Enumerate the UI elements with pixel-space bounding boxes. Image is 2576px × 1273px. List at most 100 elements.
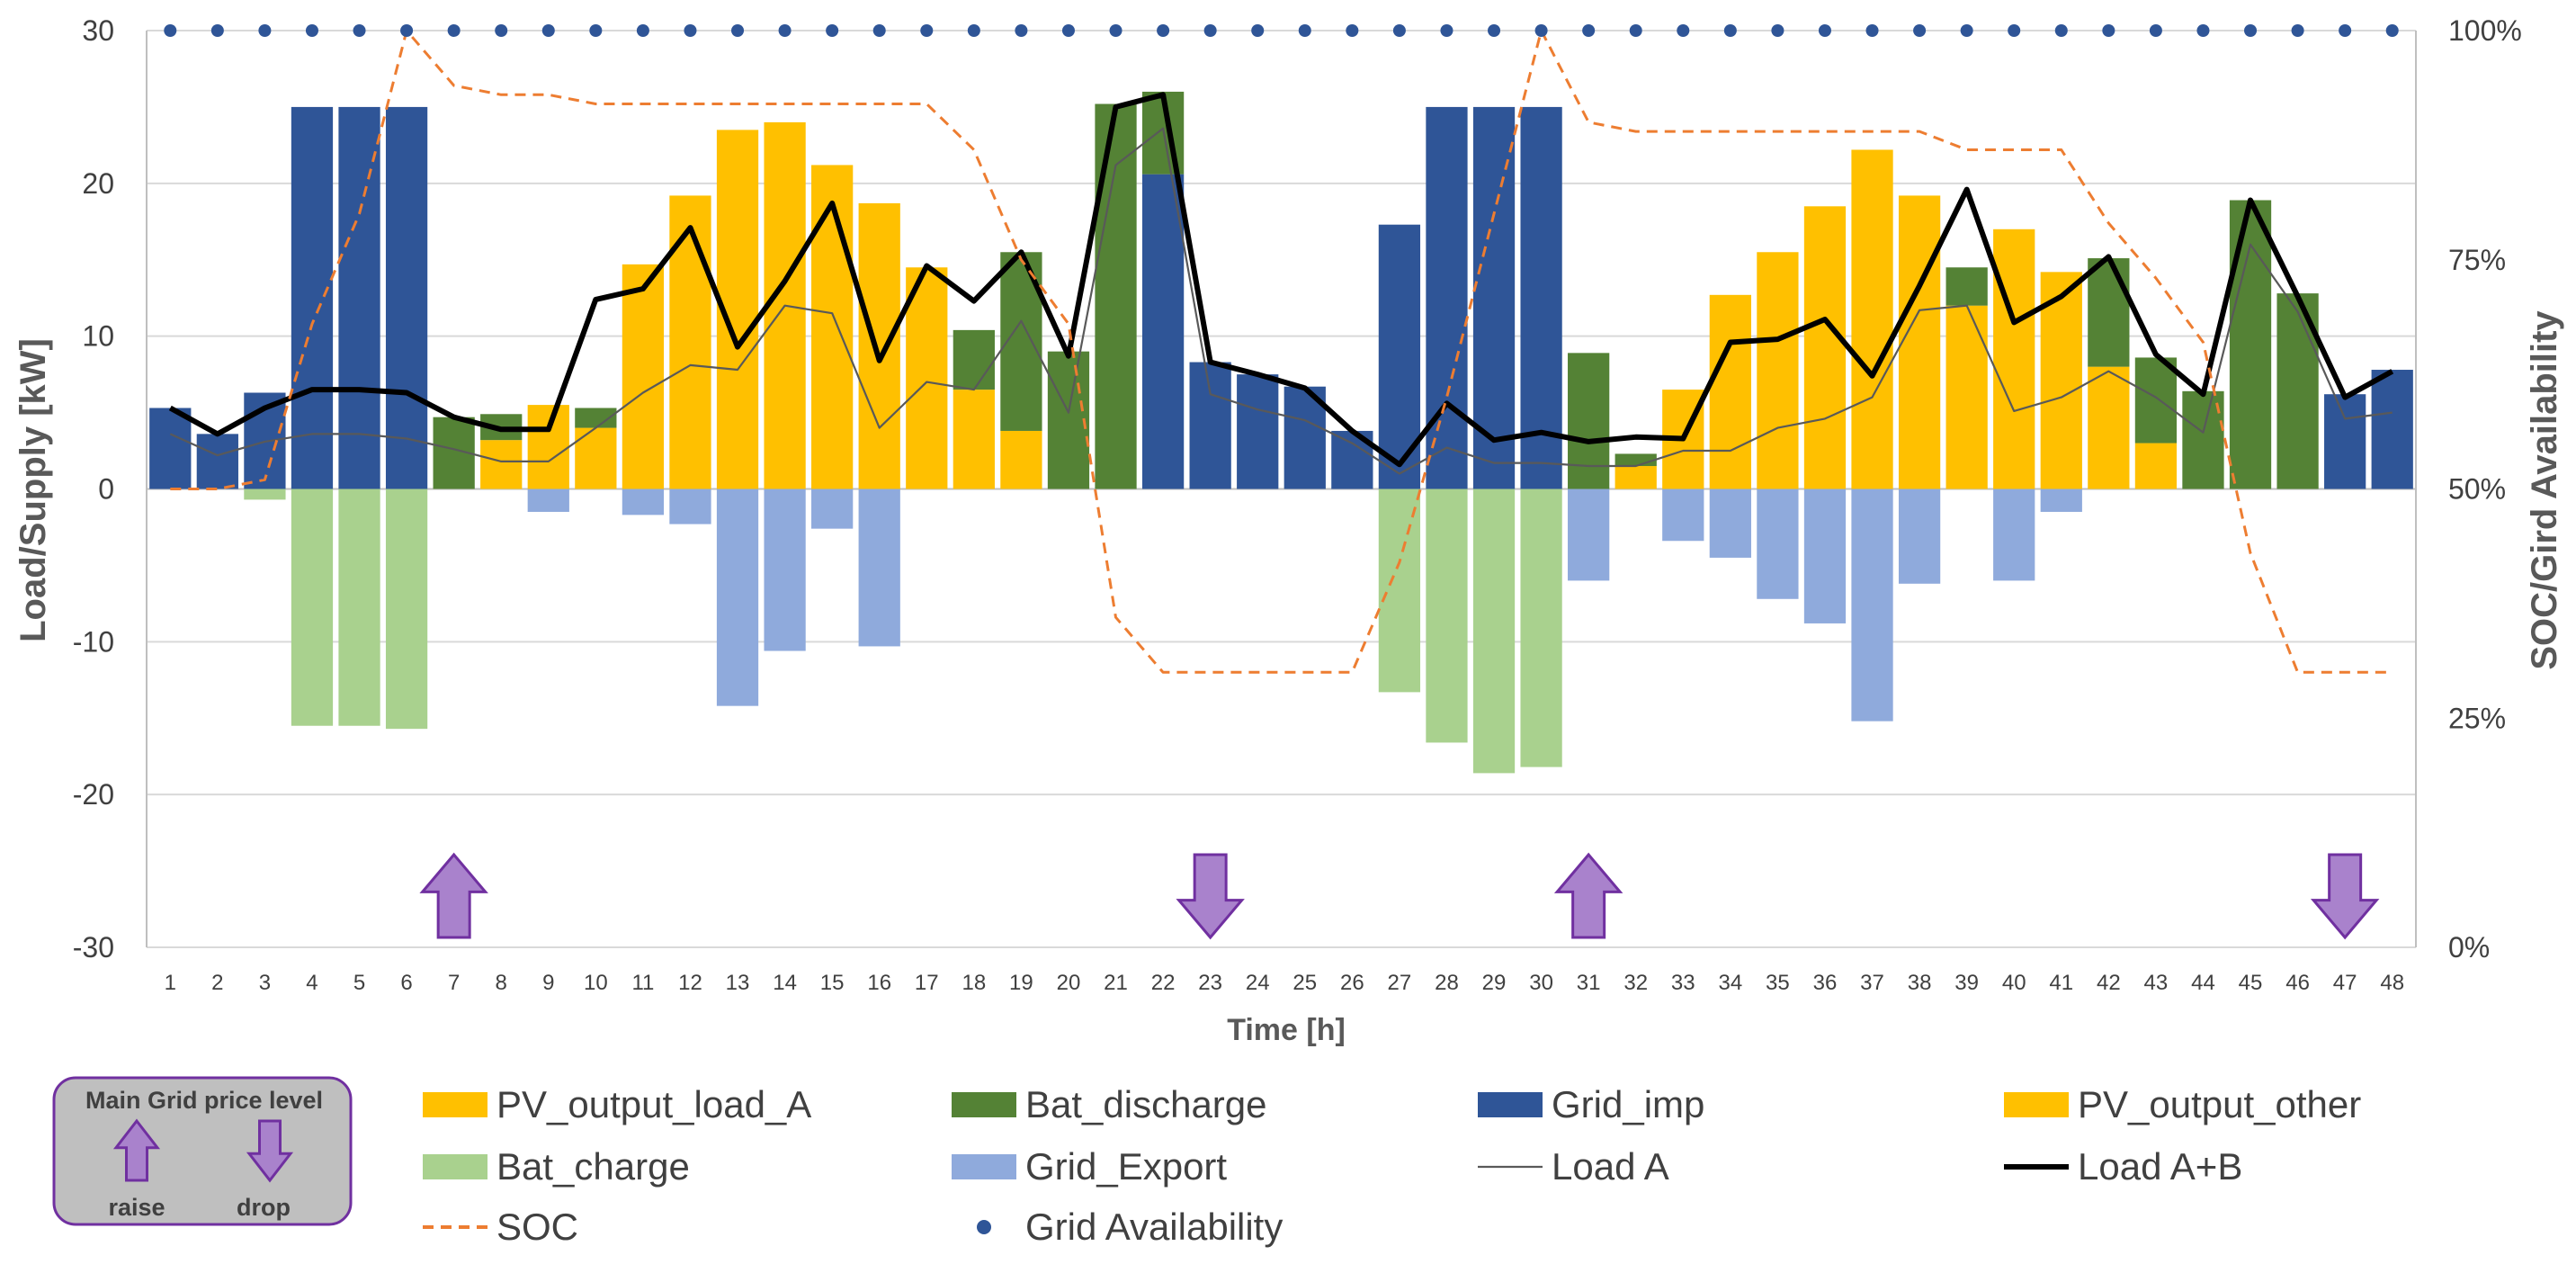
grid-availability-dot [2291, 24, 2304, 37]
x-tick-label: 10 [584, 971, 608, 995]
bar [669, 489, 711, 524]
grid-availability-dot [1818, 24, 1831, 37]
bar [1898, 195, 1941, 489]
bar [2134, 357, 2178, 444]
price-box-raise-arrow [112, 1118, 161, 1182]
x-tick-label: 18 [962, 971, 986, 995]
y2-tick-label: 25% [2448, 702, 2506, 734]
x-tick-label: 9 [542, 971, 554, 995]
bar [2229, 200, 2272, 489]
grid-availability-dot [920, 24, 934, 37]
grid-availability-dot [589, 24, 603, 37]
series-line [168, 92, 2394, 468]
x-tick-label: 1 [165, 971, 176, 995]
bar [1851, 149, 1893, 489]
bar [1047, 351, 1090, 489]
bar [1709, 489, 1751, 558]
bar [1757, 252, 1799, 489]
price-box-frame [52, 1076, 353, 1226]
price-box-drop-arrow [246, 1119, 294, 1183]
bar [1945, 267, 1988, 306]
line-series [168, 29, 2394, 674]
grid-availability-markers [164, 24, 2399, 37]
bar [1803, 489, 1847, 623]
grid-availability-dot [1298, 24, 1311, 37]
x-tick-label: 14 [773, 971, 797, 995]
x-tick-label: 17 [915, 971, 939, 995]
bar [1803, 206, 1847, 489]
grid-availability-dot [210, 24, 224, 37]
y-tick-label: 20 [82, 167, 114, 200]
x-tick-label: 34 [1718, 971, 1742, 995]
x-tick-label: 28 [1435, 971, 1459, 995]
bar [669, 195, 711, 489]
bar [575, 408, 617, 428]
grid-availability-dot [826, 24, 839, 37]
x-tick-label: 33 [1671, 971, 1695, 995]
bar [2371, 370, 2413, 489]
grid-availability-dot [495, 24, 508, 37]
bar [858, 489, 900, 647]
y-axis-title: Load/Supply [kW] [13, 338, 53, 642]
grid-availability-dot [400, 24, 414, 37]
x-tick-label: 13 [726, 971, 750, 995]
legend-swatch [423, 1092, 487, 1117]
grid-availability-dot [1203, 24, 1217, 37]
x-tick-label: 16 [867, 971, 891, 995]
bar [1520, 106, 1562, 489]
legend-label: Bat_discharge [1025, 1083, 1267, 1125]
bar [291, 489, 334, 726]
bar [1568, 353, 1610, 489]
grid-availability-dot [1629, 24, 1642, 37]
bar [2088, 258, 2130, 367]
grid-availability-dot [2244, 24, 2258, 37]
bar [1945, 305, 1988, 489]
grid-availability-dot [1960, 24, 1973, 37]
x-tick-label: 43 [2144, 971, 2169, 995]
x-tick-label: 38 [1908, 971, 1932, 995]
legend-swatch [2004, 1092, 2069, 1117]
x-tick-label: 41 [2049, 971, 2073, 995]
gridlines [146, 30, 2417, 948]
price-arrows [419, 852, 2380, 940]
bar [149, 408, 192, 489]
bar [1378, 489, 1421, 693]
axes: Time [h] Load/Supply [kW] SOC/Gird Avail… [13, 14, 2564, 1047]
price-drop-arrow [2310, 853, 2380, 940]
bar [1237, 374, 1279, 489]
y-tick-label: 30 [82, 14, 114, 47]
grid-availability-dot [1913, 24, 1927, 37]
y2-tick-label: 100% [2448, 14, 2522, 47]
bar [622, 489, 665, 515]
x-tick-label: 2 [211, 971, 223, 995]
x-tick-label: 24 [1246, 971, 1270, 995]
grid-availability-dot [1723, 24, 1737, 37]
y2-axis-title: SOC/Gird Availability [2525, 310, 2564, 670]
x-axis-title: Time [h] [1227, 1013, 1346, 1047]
y2-tick-label: 75% [2448, 244, 2506, 276]
grid-availability-dot [447, 24, 461, 37]
bar [953, 390, 995, 489]
grid-availability-dot [1582, 24, 1596, 37]
bar [1851, 489, 1893, 722]
bar [1993, 229, 2035, 489]
bar [338, 489, 380, 726]
grid-availability-dot [1488, 24, 1501, 37]
bar [906, 267, 948, 489]
grid-availability-dot [1440, 24, 1453, 37]
series-line [169, 127, 2393, 475]
x-tick-label: 36 [1813, 971, 1838, 995]
x-tick-label: 12 [678, 971, 702, 995]
x-tick-label: 15 [820, 971, 845, 995]
price-box-drop-label: drop [237, 1194, 291, 1221]
y-tick-label: 0 [98, 473, 114, 506]
x-tick-label: 32 [1623, 971, 1648, 995]
grid-availability-dot [1015, 24, 1028, 37]
legend-label: Load A [1552, 1145, 1669, 1188]
x-tick-label: 19 [1009, 971, 1033, 995]
y-tick-label: -10 [73, 625, 114, 658]
bar [1426, 106, 1468, 489]
bar [1426, 489, 1468, 743]
x-tick-label: 45 [2239, 971, 2263, 995]
